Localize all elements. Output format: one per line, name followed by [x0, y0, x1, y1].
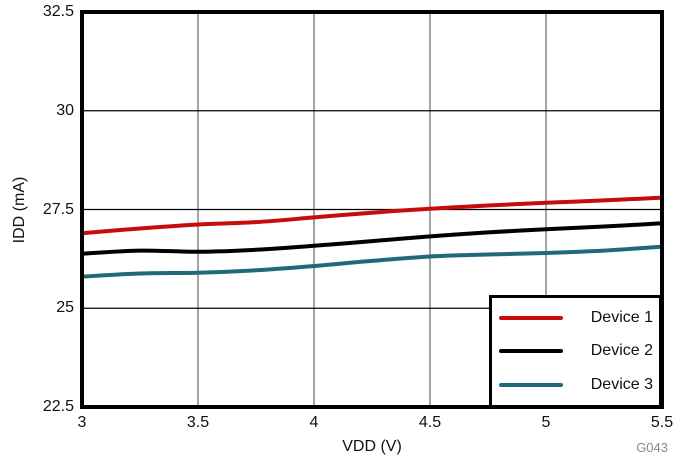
- plot-border: [80, 10, 664, 409]
- device-2-line-swatch: [499, 349, 563, 354]
- device-3-line-swatch: [499, 383, 563, 388]
- x-tick-label: 4: [309, 414, 319, 431]
- series-curve-3: [80, 244, 664, 279]
- series-curve-2: [80, 221, 664, 256]
- y-axis-title: IDD (mA): [11, 176, 28, 244]
- legend: Device 1 Device 2 Device 3: [489, 295, 662, 408]
- legend-label-device-3: Device 3: [590, 376, 653, 394]
- y-tick-label: 30: [56, 101, 74, 119]
- legend-entry-device-3: Device 3: [499, 376, 653, 394]
- legend-entry-device-1: Device 1: [499, 309, 653, 327]
- figure-code: G043: [636, 440, 668, 455]
- device-1-line-swatch: [499, 315, 563, 320]
- x-tick-label: 4.5: [418, 414, 442, 431]
- legend-entry-device-2: Device 2: [499, 342, 653, 360]
- legend-label-device-2: Device 2: [590, 342, 653, 360]
- series-curve-1: [80, 195, 664, 236]
- x-tick-label: 5: [541, 414, 551, 431]
- x-tick-label: 5.5: [650, 414, 674, 431]
- x-axis-title: VDD (V): [342, 438, 402, 455]
- x-tick-label: 3.5: [186, 414, 210, 431]
- legend-label-device-1: Device 1: [590, 308, 653, 326]
- x-tick-label: 3: [77, 414, 87, 431]
- y-tick-label: 22.5: [42, 398, 74, 415]
- y-tick-label: 32.5: [42, 3, 74, 20]
- y-tick-label: 27.5: [42, 200, 74, 218]
- y-tick-label: 25: [56, 299, 74, 317]
